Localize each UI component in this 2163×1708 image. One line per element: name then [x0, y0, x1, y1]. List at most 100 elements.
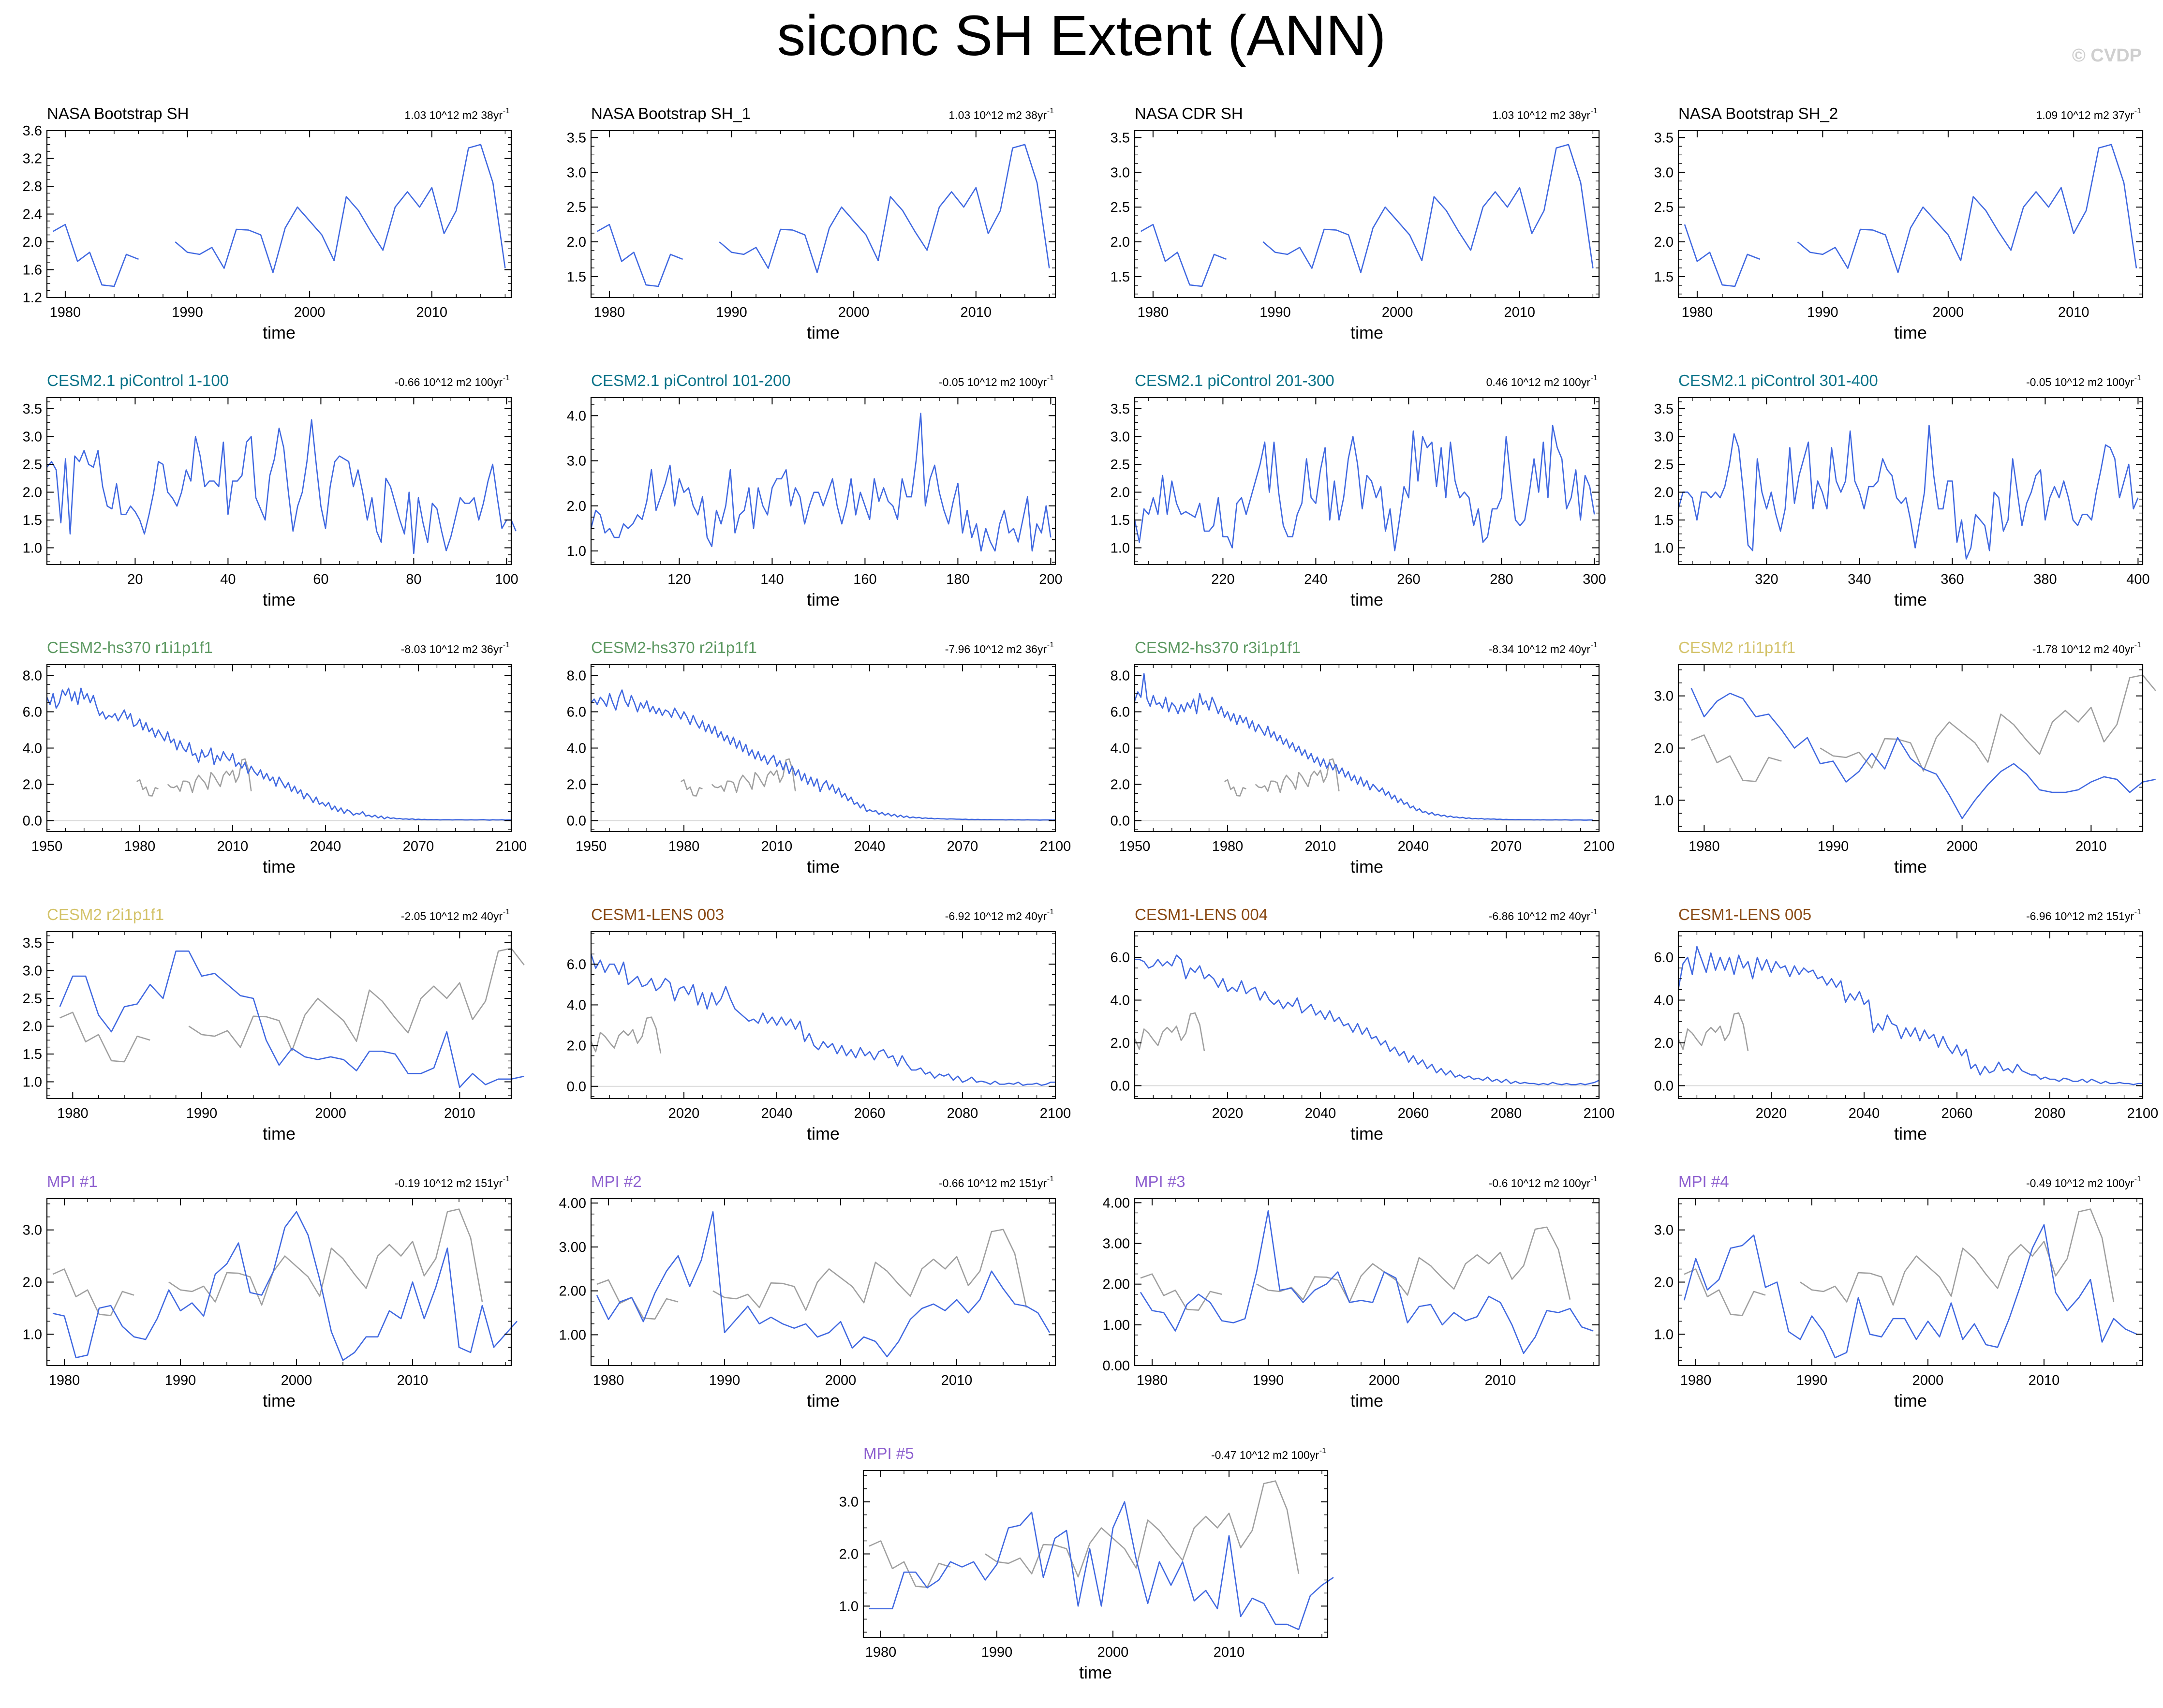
x-tick-label: 1990: [172, 305, 203, 320]
y-tick-label: 8.0: [23, 668, 42, 684]
x-tick-label: 2010: [1504, 305, 1536, 320]
y-tick-label: 1.5: [1654, 269, 1674, 285]
panel-trend-exponent: -1: [1591, 908, 1598, 916]
plot-frame: [1134, 931, 1600, 1099]
y-tick-label: 6.0: [567, 957, 586, 972]
x-tick-label: 2060: [1941, 1106, 1973, 1121]
x-axis-label: time: [1894, 590, 1927, 609]
panel-trend: 1.03 10^12 m2 38yr: [1492, 109, 1590, 121]
y-tick-label: 3.0: [1111, 165, 1130, 180]
panel-15: CESM1-LENS 004 -6.86 10^12 m2 40yr -1 2020 2…: [1111, 906, 1615, 1144]
y-tick-label: 4.0: [567, 408, 586, 424]
x-tick-label: 180: [946, 572, 969, 587]
y-tick-label: 3.2: [23, 151, 42, 167]
x-tick-label: 1980: [57, 1106, 89, 1121]
plot-frame: [46, 664, 512, 832]
y-tick-label: 1.5: [1111, 269, 1130, 285]
plot-frame: [590, 130, 1056, 298]
panel-13: CESM2 r2i1p1f1 -2.05 10^12 m2 40yr -1 1980 1…: [23, 906, 525, 1144]
panel-title: CESM1-LENS 003: [591, 906, 724, 923]
panel-trend-exponent: -1: [1047, 908, 1054, 916]
y-tick-label: 4.00: [1103, 1195, 1130, 1211]
model-series-line: [46, 419, 517, 554]
y-tick-label: 6.0: [1111, 950, 1130, 965]
x-tick-label: 2000: [315, 1106, 346, 1121]
panel-trend-exponent: -1: [503, 908, 510, 916]
panel-12: CESM2 r1i1p1f1 -1.78 10^12 m2 40yr -1 1980 1…: [1654, 639, 2156, 876]
plot-frame: [1677, 1198, 2144, 1366]
panel-trend-exponent: -1: [503, 107, 510, 115]
x-tick-label: 1980: [1137, 1373, 1168, 1388]
panel-21: MPI #5 -0.47 10^12 m2 100yr -1 1980 1990 2000…: [839, 1444, 1334, 1682]
x-tick-label: 2060: [1398, 1106, 1429, 1121]
y-tick-label: 8.0: [567, 668, 586, 684]
x-tick-label: 2100: [1584, 839, 1615, 854]
x-tick-label: 2010: [2075, 839, 2107, 854]
x-tick-label: 2040: [761, 1106, 793, 1121]
x-tick-label: 400: [2126, 572, 2149, 587]
panel-title: CESM2.1 piControl 1-100: [47, 371, 229, 389]
panel-title: MPI #5: [863, 1444, 914, 1462]
obs-series-line: [1677, 1012, 1749, 1052]
y-tick-label: 0.0: [1111, 814, 1130, 829]
x-tick-label: 2020: [1212, 1106, 1244, 1121]
y-tick-label: 2.5: [1654, 457, 1674, 473]
y-tick-label: 0.0: [23, 814, 42, 829]
model-series-line: [869, 1501, 1334, 1631]
plot-frame: [1677, 931, 2144, 1099]
panel-3: NASA CDR SH 1.03 10^12 m2 38yr -1 1980 1990 2…: [1111, 104, 1600, 342]
y-tick-label: 2.0: [567, 499, 586, 514]
y-tick-label: 2.0: [567, 235, 586, 250]
panel-title: CESM2.1 piControl 301-400: [1678, 371, 1878, 389]
y-tick-label: 3.6: [23, 123, 42, 139]
x-tick-label: 2000: [838, 305, 870, 320]
x-tick-label: 2040: [1398, 839, 1429, 854]
panel-trend-exponent: -1: [2134, 908, 2141, 916]
panel-trend: -2.05 10^12 m2 40yr: [401, 910, 503, 922]
y-tick-label: 3.0: [1654, 689, 1674, 704]
y-tick-label: 1.2: [23, 290, 42, 306]
y-tick-label: 2.0: [1111, 777, 1130, 793]
panel-trend: -7.96 10^12 m2 36yr: [945, 643, 1047, 655]
model-series-line: [590, 413, 1052, 552]
x-tick-label: 320: [1755, 572, 1778, 587]
panel-trend-exponent: -1: [503, 374, 510, 382]
x-tick-label: 1990: [709, 1373, 741, 1388]
y-tick-label: 1.5: [1654, 513, 1674, 528]
panel-trend: -0.66 10^12 m2 100yr: [395, 376, 503, 388]
y-tick-label: 6.0: [1654, 950, 1674, 965]
y-tick-label: 3.0: [1111, 430, 1130, 445]
x-tick-label: 2070: [1491, 839, 1522, 854]
x-tick-label: 2010: [2029, 1373, 2060, 1388]
panel-7: CESM2.1 piControl 201-300 0.46 10^12 m2 1…: [1111, 371, 1606, 609]
x-tick-label: 2100: [2127, 1106, 2159, 1121]
x-tick-label: 1990: [165, 1373, 196, 1388]
y-tick-label: 2.0: [1111, 485, 1130, 501]
y-tick-label: 2.0: [567, 1039, 586, 1054]
x-tick-label: 240: [1304, 572, 1327, 587]
x-tick-label: 1980: [1138, 305, 1169, 320]
y-tick-label: 2.00: [559, 1284, 586, 1299]
y-tick-label: 1.0: [23, 541, 42, 556]
y-tick-label: 3.5: [1111, 130, 1130, 146]
obs-series-line: [1691, 674, 2156, 782]
y-tick-label: 2.0: [23, 1275, 42, 1291]
plot-frame: [1677, 397, 2144, 565]
x-tick-label: 2060: [854, 1106, 886, 1121]
y-tick-label: 0.0: [567, 814, 586, 829]
model-series-line: [1134, 673, 1593, 821]
y-tick-label: 3.5: [1654, 130, 1674, 146]
x-tick-label: 40: [220, 572, 236, 587]
panel-title: MPI #3: [1135, 1173, 1185, 1190]
x-tick-label: 2010: [1214, 1645, 1245, 1660]
x-tick-label: 2020: [668, 1106, 700, 1121]
model-series-line: [1684, 144, 2137, 287]
panel-trend: -8.03 10^12 m2 36yr: [401, 643, 503, 655]
x-tick-label: 2080: [947, 1106, 978, 1121]
y-tick-label: 2.0: [1111, 1036, 1130, 1051]
y-tick-label: 2.0: [1111, 235, 1130, 250]
y-tick-label: 3.5: [567, 130, 586, 146]
y-tick-label: 0.0: [1654, 1078, 1674, 1094]
y-tick-label: 1.0: [23, 1075, 42, 1090]
